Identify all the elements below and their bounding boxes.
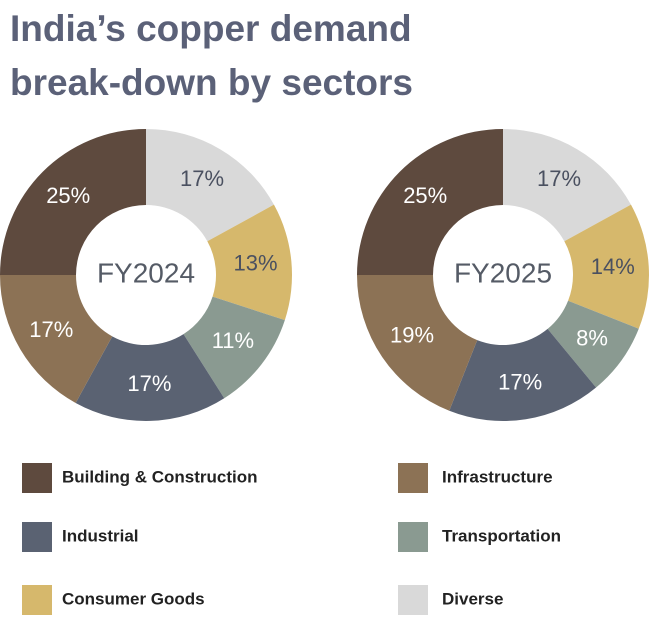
value-label: 11% xyxy=(212,328,254,353)
center-label: FY2024 xyxy=(97,257,195,288)
value-label: 17% xyxy=(29,317,73,342)
donut-segment xyxy=(0,275,113,403)
donut-segment xyxy=(449,328,597,422)
legend-swatch xyxy=(22,463,52,493)
donut-segment xyxy=(547,300,639,388)
legend-swatch xyxy=(22,522,52,552)
legend-swatch xyxy=(22,585,52,615)
value-label: 17% xyxy=(537,166,581,191)
value-label: 17% xyxy=(180,166,224,191)
value-label: 19% xyxy=(390,323,434,348)
legend-label: Infrastructure xyxy=(442,467,553,486)
center-label: FY2025 xyxy=(454,257,552,288)
page-title: India’s copper demand break-down by sect… xyxy=(10,8,414,103)
donut-segment xyxy=(357,275,478,411)
donut-segment xyxy=(75,334,225,421)
legend-label: Consumer Goods xyxy=(62,589,205,608)
value-label: 17% xyxy=(127,371,171,396)
value-label: 25% xyxy=(46,183,90,208)
legend-swatch xyxy=(398,522,428,552)
value-label: 14% xyxy=(591,254,635,279)
legend-swatch xyxy=(398,463,428,493)
donut-segment xyxy=(564,204,650,329)
donut-segment xyxy=(207,204,292,321)
legend-label: Transportation xyxy=(442,526,561,545)
donut-segment xyxy=(357,129,503,275)
legend-label: Building & Construction xyxy=(62,467,257,486)
value-label: 17% xyxy=(498,369,542,394)
donut-segment xyxy=(503,129,631,242)
value-label: 25% xyxy=(403,183,447,208)
donut-segment xyxy=(183,296,285,399)
legend-label: Industrial xyxy=(62,526,139,545)
legend-swatch xyxy=(398,585,428,615)
donut-segment xyxy=(146,129,274,242)
donut-segment xyxy=(0,129,146,275)
value-label: 8% xyxy=(576,325,608,350)
legend-label: Diverse xyxy=(442,589,503,608)
value-label: 13% xyxy=(233,250,277,275)
